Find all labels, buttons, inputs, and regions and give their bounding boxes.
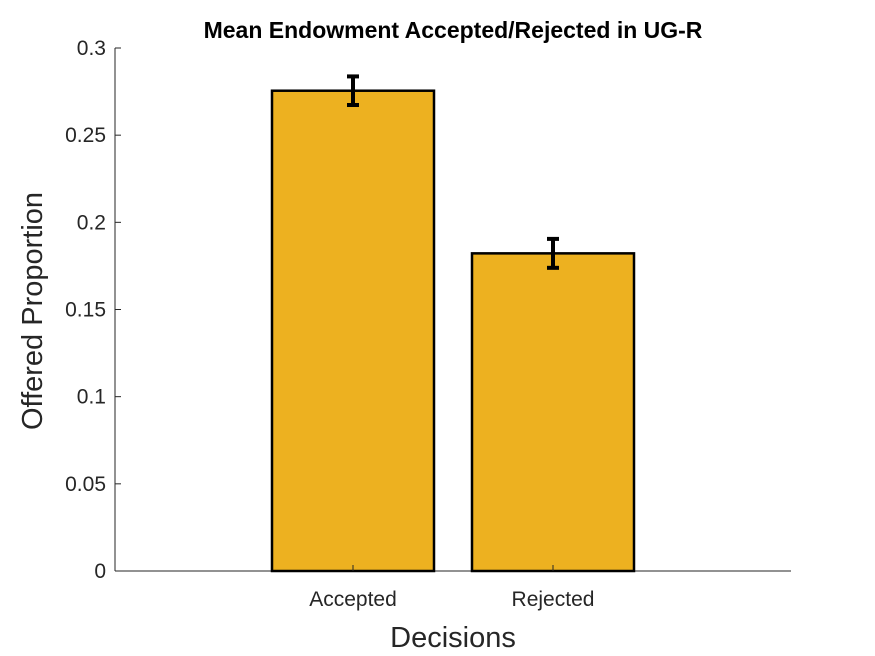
- y-axis-label: Offered Proportion: [17, 192, 49, 430]
- y-tick-label: 0.05: [65, 473, 106, 496]
- chart-title: Mean Endowment Accepted/Rejected in UG-R: [204, 17, 703, 43]
- bar-accepted: [270, 89, 436, 573]
- y-tick-label: 0.15: [65, 299, 106, 322]
- y-tick-label: 0.25: [65, 124, 106, 147]
- x-tick-label: Rejected: [512, 588, 595, 611]
- bar-rejected: [470, 252, 636, 573]
- y-tick-label: 0: [94, 560, 106, 583]
- y-tick-label: 0.2: [77, 211, 106, 234]
- y-tick-label: 0.1: [77, 386, 106, 409]
- x-axis-label: Decisions: [390, 622, 516, 654]
- plot-area: 0 0.05 0.1 0.15 0.2 0.25 0.3 Accepted Rejected: [65, 37, 791, 611]
- y-tick-label: 0.3: [77, 37, 106, 60]
- x-tick-label: Accepted: [309, 588, 397, 611]
